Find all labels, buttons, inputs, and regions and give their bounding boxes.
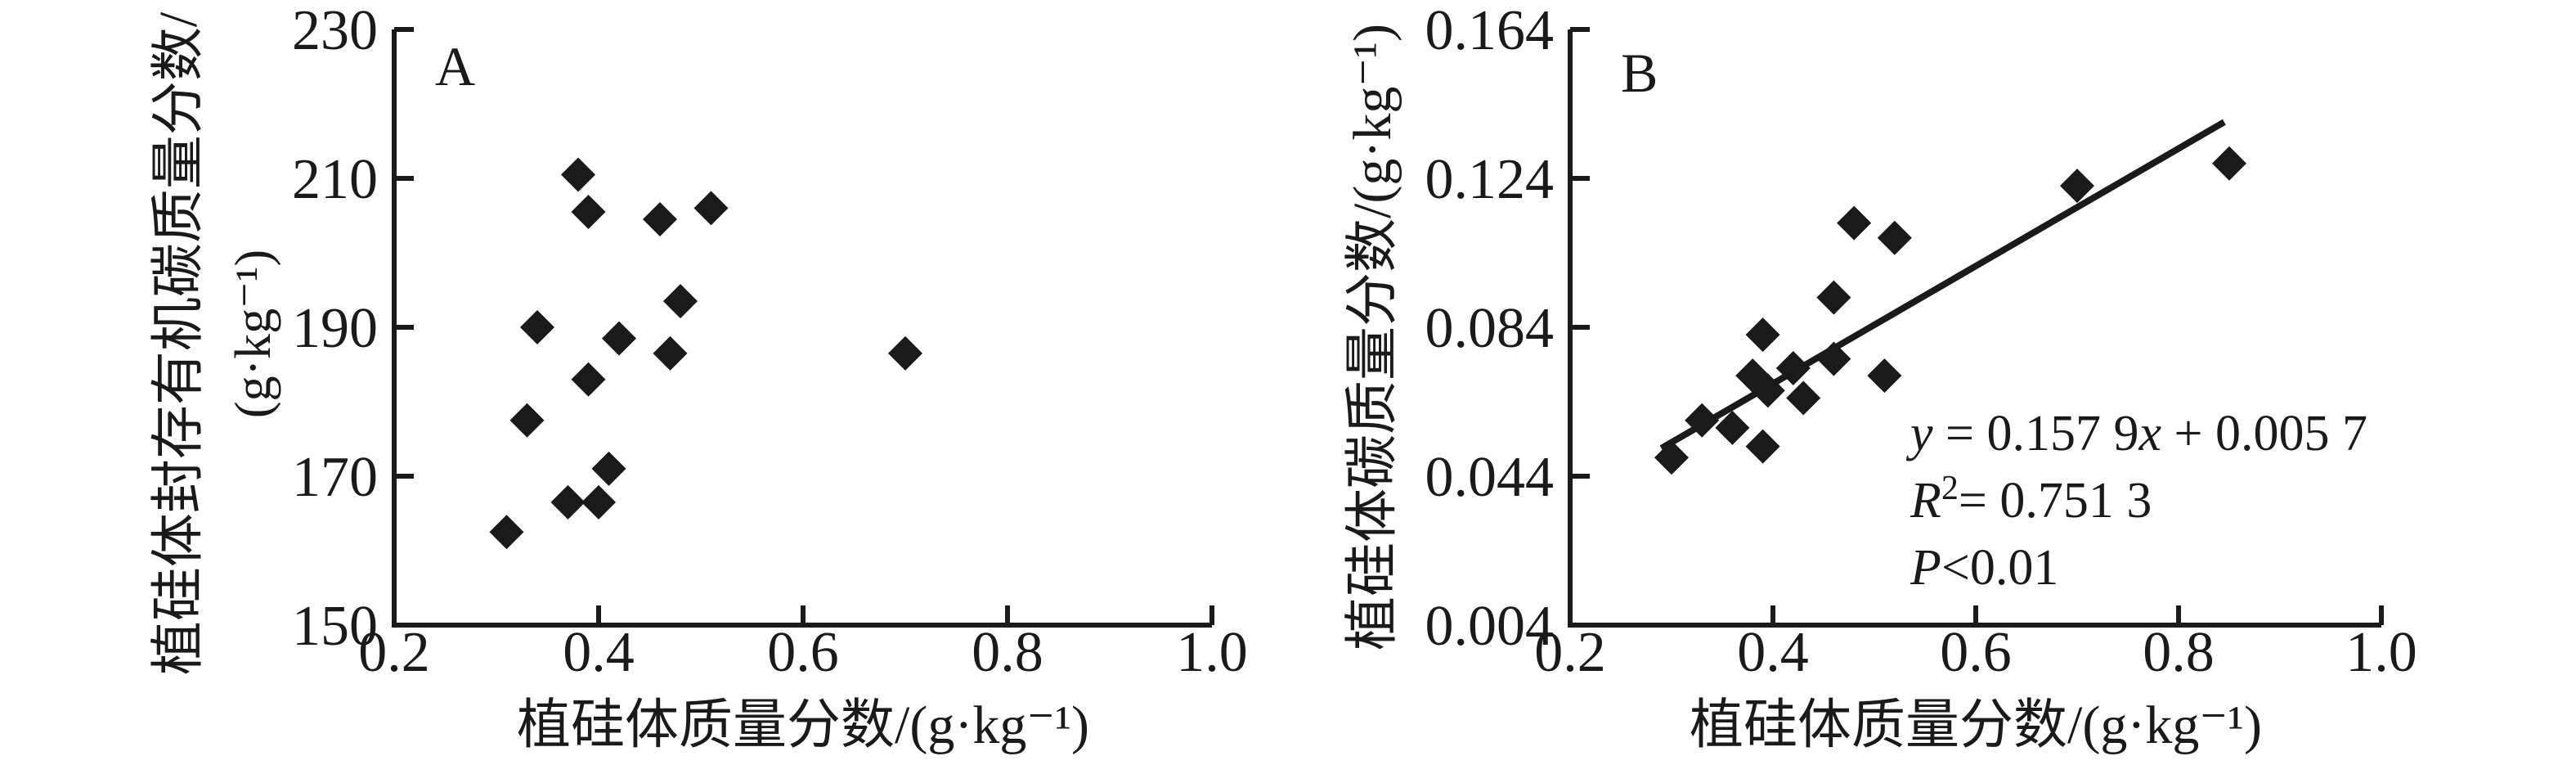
regression-equation-line: P<0.01 <box>1910 540 2058 596</box>
data-point <box>2060 169 2094 204</box>
y-tick-label: 0.164 <box>1425 0 1555 62</box>
data-point <box>1837 205 1872 241</box>
data-point <box>520 310 554 344</box>
panel-a: 150 170 190 210 230 0.2 0.4 0.6 0.8 1.0 植硅体质量分数/(g… <box>149 0 1248 755</box>
data-point <box>1877 220 1912 255</box>
data-point <box>1786 380 1821 416</box>
data-point <box>1750 373 1785 408</box>
x-tick-label: 1.0 <box>2345 621 2417 684</box>
panel-b: 0.004 0.044 0.084 0.124 0.164 0.2 0.4 0.6 0.8 1.0… <box>1343 0 2417 755</box>
data-point <box>489 515 524 550</box>
data-point <box>693 191 729 226</box>
y-axis-label: (g·kg⁻¹) <box>226 250 281 418</box>
y-tick-label: 210 <box>292 148 378 211</box>
data-point <box>509 403 545 438</box>
x-tick-label: 0.2 <box>358 621 430 684</box>
x-tick-label: 0.6 <box>1940 621 2012 684</box>
data-point <box>571 194 606 229</box>
y-tick-label: 0.084 <box>1425 297 1555 360</box>
data-point <box>550 484 586 520</box>
data-point <box>1745 429 1780 464</box>
data-point <box>643 202 677 237</box>
data-point <box>1654 440 1689 475</box>
y-axis-label: 植硅体碳质量分数/(g·kg⁻¹) <box>1343 24 1402 650</box>
data-point <box>1685 403 1720 438</box>
x-tick-label: 0.4 <box>1737 621 1809 684</box>
y-tick-label: 0.124 <box>1425 148 1555 211</box>
x-axis-label: 植硅体质量分数/(g·kg⁻¹) <box>1690 695 2262 755</box>
data-point <box>581 484 616 520</box>
regression-equation-line: y = 0.157 9x + 0.005 7 <box>1905 406 2367 461</box>
y-tick-label: 230 <box>292 0 378 62</box>
data-point <box>1775 351 1811 386</box>
x-tick-label: 0.4 <box>563 621 635 684</box>
data-point <box>1867 358 1902 394</box>
y-tick-label: 190 <box>292 297 378 360</box>
y-tick-label: 170 <box>292 446 378 509</box>
x-tick-label: 1.0 <box>1176 621 1248 684</box>
data-point <box>2212 146 2246 181</box>
data-point <box>571 362 606 397</box>
data-point <box>561 157 595 192</box>
axes-frame <box>1568 29 2381 628</box>
y-tick-label: 0.044 <box>1425 446 1555 509</box>
x-tick-label: 0.6 <box>767 621 839 684</box>
y-axis-label: 植硅体封存有机碳质量分数/ <box>149 11 209 675</box>
x-axis-label: 植硅体质量分数/(g·kg⁻¹) <box>517 695 1089 755</box>
data-point <box>591 451 626 486</box>
x-tick-label: 0.8 <box>2143 621 2215 684</box>
data-point <box>1816 280 1851 315</box>
data-point <box>663 284 698 319</box>
panel-letter: B <box>1621 42 1658 104</box>
y-tick-label: 0.004 <box>1425 595 1555 658</box>
regression-line <box>1659 119 2226 452</box>
axes-frame <box>392 29 1212 628</box>
x-tick-label: 0.2 <box>1534 621 1606 684</box>
x-tick-label: 0.8 <box>972 621 1043 684</box>
panel-letter: A <box>435 35 475 97</box>
data-point <box>1715 410 1750 445</box>
y-tick-label: 150 <box>292 595 378 658</box>
regression-equation-line: R2= 0.751 3 <box>1910 470 2152 529</box>
data-point <box>1745 317 1780 353</box>
data-point <box>653 335 688 371</box>
data-point <box>1816 341 1851 376</box>
data-point <box>888 335 922 371</box>
data-point <box>602 321 636 356</box>
